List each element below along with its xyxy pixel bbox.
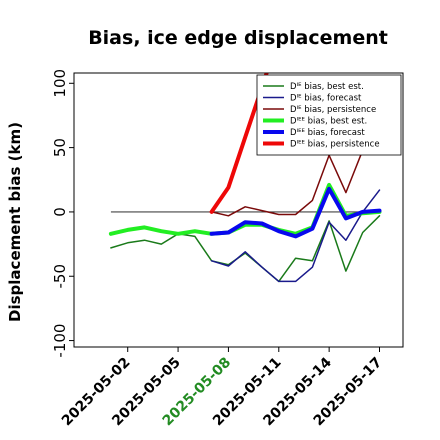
plot-frame bbox=[73, 72, 404, 348]
legend-label-1: Dᴵᴱ bias, best est. bbox=[290, 82, 364, 92]
series-line-6 bbox=[209, 73, 269, 214]
x-ticks: 2025-05-022025-05-052025-05-082025-05-11… bbox=[59, 347, 385, 429]
y-tick-label: -100 bbox=[51, 324, 69, 358]
y-tick-label: 0 bbox=[51, 207, 69, 217]
legend-label-4: Dᴵᴱᴱ bias, best est. bbox=[290, 117, 367, 127]
series-line-3 bbox=[210, 114, 381, 217]
series-layer bbox=[108, 73, 382, 283]
y-axis-label: Displacement bias (km) bbox=[6, 122, 24, 322]
legend-label-3: Dᴵᴱ bias, persistence bbox=[290, 105, 376, 115]
series-line-2 bbox=[210, 189, 381, 283]
series-line-5 bbox=[209, 186, 382, 239]
y-ticks: 100 50 0 -50 -100 bbox=[51, 69, 74, 358]
legend-label-6: Dᴵᴱᴱ bias, persistence bbox=[290, 140, 380, 150]
legend-label-5: Dᴵᴱᴱ bias, forecast bbox=[290, 128, 365, 138]
series-line-1 bbox=[110, 215, 381, 283]
y-tick-label: 50 bbox=[51, 138, 69, 157]
chart-title: Bias, ice edge displacement bbox=[88, 27, 388, 49]
y-tick-label: 100 bbox=[51, 69, 69, 98]
y-tick-label: -50 bbox=[51, 264, 69, 289]
legend-label-2: Dᴵᴱ bias, forecast bbox=[290, 94, 362, 104]
legend: Dᴵᴱ bias, best est.Dᴵᴱ bias, forecastDᴵᴱ… bbox=[256, 74, 402, 156]
